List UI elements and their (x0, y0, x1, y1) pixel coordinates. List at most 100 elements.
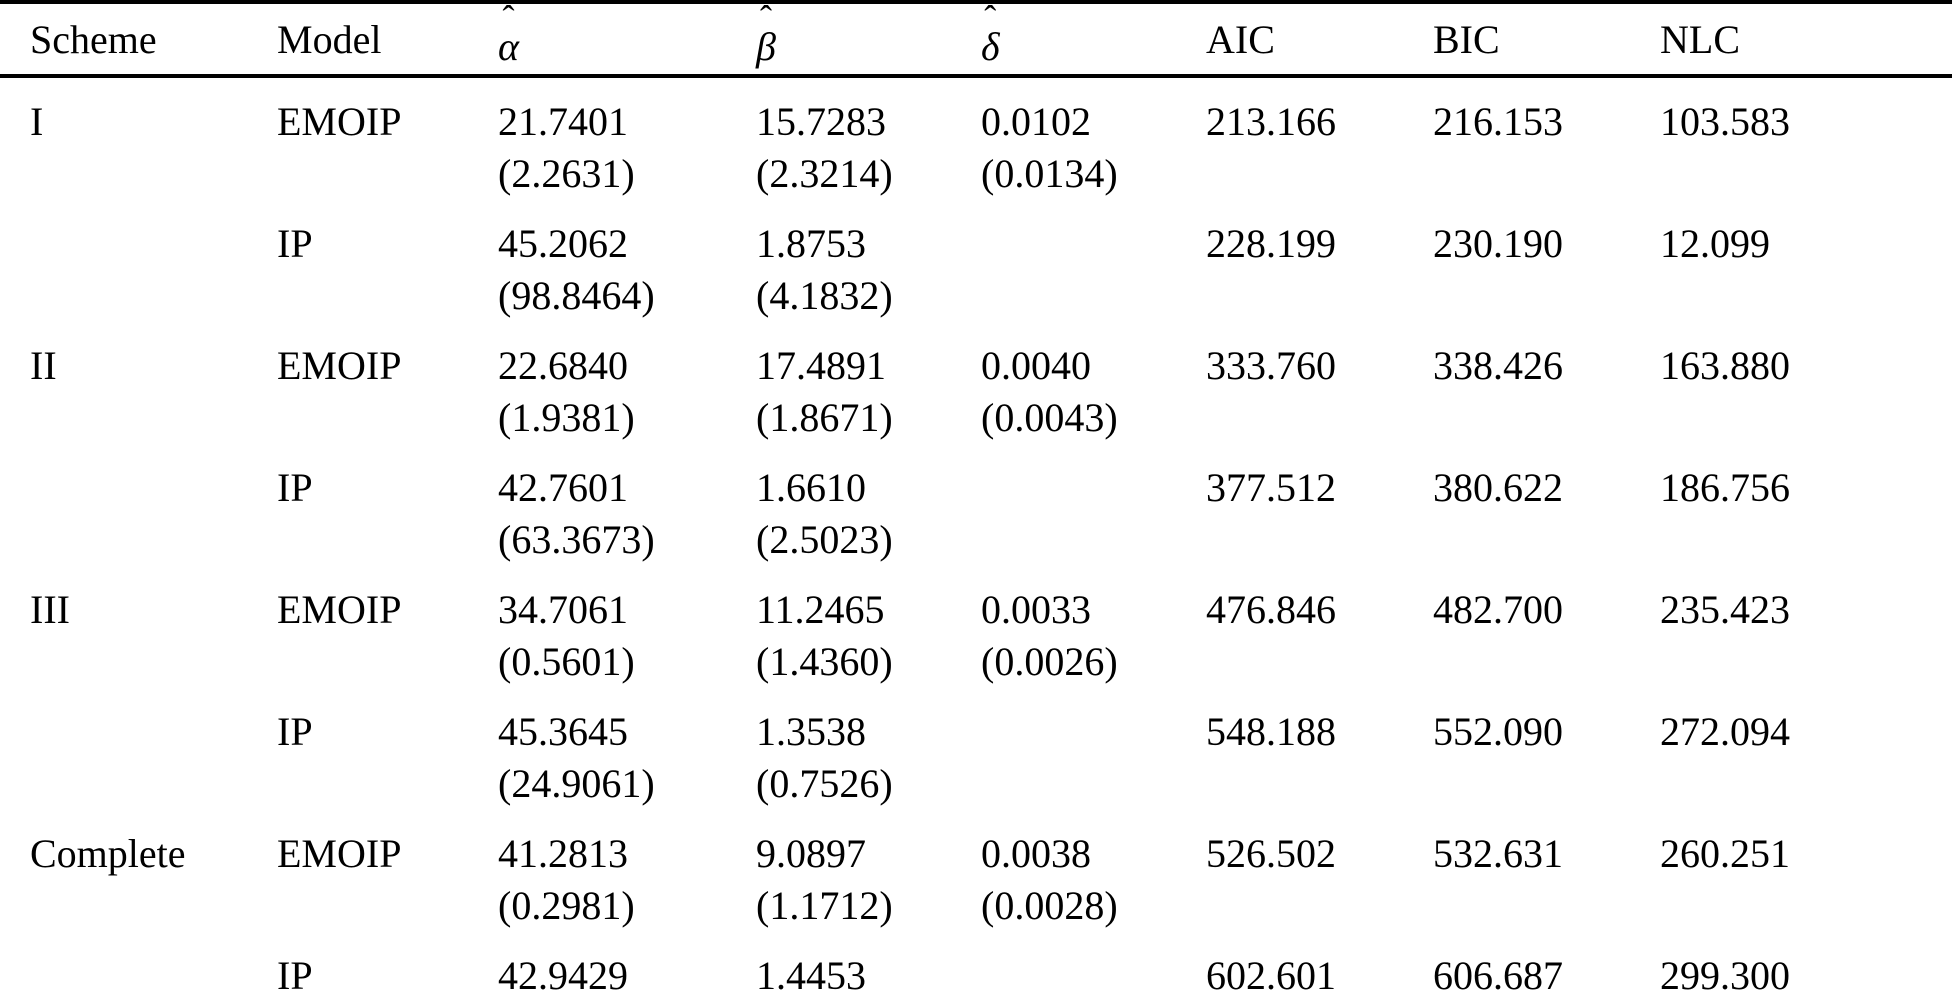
beta-estimate: 17.4891 (756, 343, 886, 388)
scheme-cell (0, 688, 277, 810)
beta-standard-error: (2.5023) (756, 517, 893, 562)
delta-standard-error: (0.0026) (981, 639, 1118, 684)
beta-standard-error: (0.7526) (756, 761, 893, 806)
beta-estimate: 11.2465 (756, 587, 885, 632)
alpha-estimate: 42.9429 (498, 953, 628, 996)
aic-value: 213.166 (1206, 99, 1336, 144)
beta-estimate: 1.8753 (756, 221, 866, 266)
beta-standard-error: (4.1832) (756, 273, 893, 318)
nlc-cell: 235.423 (1660, 566, 1952, 688)
beta-standard-error: (1.4360) (756, 639, 893, 684)
bic-cell: 230.190 (1433, 200, 1660, 322)
table-row: IP 45.3645 (24.9061) 1.3538 (0.7526) 548… (0, 688, 1952, 810)
delta-letter: δ (981, 23, 1000, 69)
model-label: EMOIP (277, 587, 402, 632)
aic-cell: 228.199 (1206, 200, 1433, 322)
aic-value: 228.199 (1206, 221, 1336, 266)
aic-cell: 602.601 (1206, 932, 1433, 996)
beta-cell: 1.6610 (2.5023) (756, 444, 981, 566)
beta-cell: 1.3538 (0.7526) (756, 688, 981, 810)
bic-cell: 216.153 (1433, 76, 1660, 200)
aic-value: 526.502 (1206, 831, 1336, 876)
aic-value: 548.188 (1206, 709, 1336, 754)
delta-cell: 0.0040 (0.0043) (981, 322, 1206, 444)
nlc-value: 103.583 (1660, 99, 1790, 144)
bic-cell: 482.700 (1433, 566, 1660, 688)
delta-standard-error: (0.0043) (981, 395, 1118, 440)
aic-cell: 213.166 (1206, 76, 1433, 200)
alpha-standard-error: (0.2981) (498, 883, 635, 928)
model-label: EMOIP (277, 831, 402, 876)
scheme-label: III (30, 587, 70, 632)
beta-cell: 15.7283 (2.3214) (756, 76, 981, 200)
column-header-aic: AIC (1206, 2, 1433, 78)
model-cell: EMOIP (277, 76, 498, 200)
alpha-estimate: 34.7061 (498, 587, 628, 632)
bic-value: 230.190 (1433, 221, 1563, 266)
bic-value: 380.622 (1433, 465, 1563, 510)
alpha-cell: 34.7061 (0.5601) (498, 566, 756, 688)
column-header-nlc: NLC (1660, 2, 1952, 78)
bic-cell: 380.622 (1433, 444, 1660, 566)
scheme-cell (0, 200, 277, 322)
delta-cell (981, 688, 1206, 810)
scheme-label: Complete (30, 831, 186, 876)
alpha-estimate: 21.7401 (498, 99, 628, 144)
alpha-cell: 41.2813 (0.2981) (498, 810, 756, 932)
bic-cell: 532.631 (1433, 810, 1660, 932)
bic-cell: 606.687 (1433, 932, 1660, 996)
alpha-cell: 42.9429 (65.8576) (498, 932, 756, 996)
scheme-cell: I (0, 76, 277, 200)
model-cell: EMOIP (277, 810, 498, 932)
model-label: IP (277, 953, 313, 996)
alpha-standard-error: (1.9381) (498, 395, 635, 440)
alpha-estimate: 41.2813 (498, 831, 628, 876)
table-body: I EMOIP 21.7401 (2.2631) 15.7283 (2.3214… (0, 76, 1952, 996)
alpha-estimate: 45.2062 (498, 221, 628, 266)
aic-cell: 526.502 (1206, 810, 1433, 932)
delta-standard-error: (0.0134) (981, 151, 1118, 196)
scheme-cell (0, 932, 277, 996)
nlc-cell: 299.300 (1660, 932, 1952, 996)
delta-estimate: 0.0040 (981, 343, 1091, 388)
bic-value: 552.090 (1433, 709, 1563, 754)
nlc-value: 12.099 (1660, 221, 1770, 266)
model-cell: IP (277, 200, 498, 322)
alpha-standard-error: (98.8464) (498, 273, 655, 318)
nlc-value: 260.251 (1660, 831, 1790, 876)
delta-estimate: 0.0038 (981, 831, 1091, 876)
table-row: Complete EMOIP 41.2813 (0.2981) 9.0897 (… (0, 810, 1952, 932)
aic-cell: 333.760 (1206, 322, 1433, 444)
beta-standard-error: (1.1712) (756, 883, 893, 928)
model-label: IP (277, 709, 313, 754)
delta-cell: 0.0033 (0.0026) (981, 566, 1206, 688)
bic-cell: 552.090 (1433, 688, 1660, 810)
scheme-cell: II (0, 322, 277, 444)
nlc-value: 235.423 (1660, 587, 1790, 632)
alpha-standard-error: (63.3673) (498, 517, 655, 562)
beta-estimate: 1.6610 (756, 465, 866, 510)
beta-cell: 11.2465 (1.4360) (756, 566, 981, 688)
scheme-cell: III (0, 566, 277, 688)
alpha-letter: α (498, 23, 519, 69)
beta-cell: 1.4453 (2.2455) (756, 932, 981, 996)
nlc-value: 163.880 (1660, 343, 1790, 388)
bic-cell: 338.426 (1433, 322, 1660, 444)
model-label: EMOIP (277, 99, 402, 144)
table-row: III EMOIP 34.7061 (0.5601) 11.2465 (1.43… (0, 566, 1952, 688)
aic-value: 602.601 (1206, 953, 1336, 996)
beta-cell: 9.0897 (1.1712) (756, 810, 981, 932)
bic-value: 338.426 (1433, 343, 1563, 388)
beta-standard-error: (2.3214) (756, 151, 893, 196)
beta-letter: β (756, 23, 776, 69)
delta-cell: 0.0102 (0.0134) (981, 76, 1206, 200)
nlc-cell: 12.099 (1660, 200, 1952, 322)
model-cell: EMOIP (277, 322, 498, 444)
model-label: IP (277, 465, 313, 510)
aic-value: 377.512 (1206, 465, 1336, 510)
table-row: IP 42.9429 (65.8576) 1.4453 (2.2455) 602… (0, 932, 1952, 996)
